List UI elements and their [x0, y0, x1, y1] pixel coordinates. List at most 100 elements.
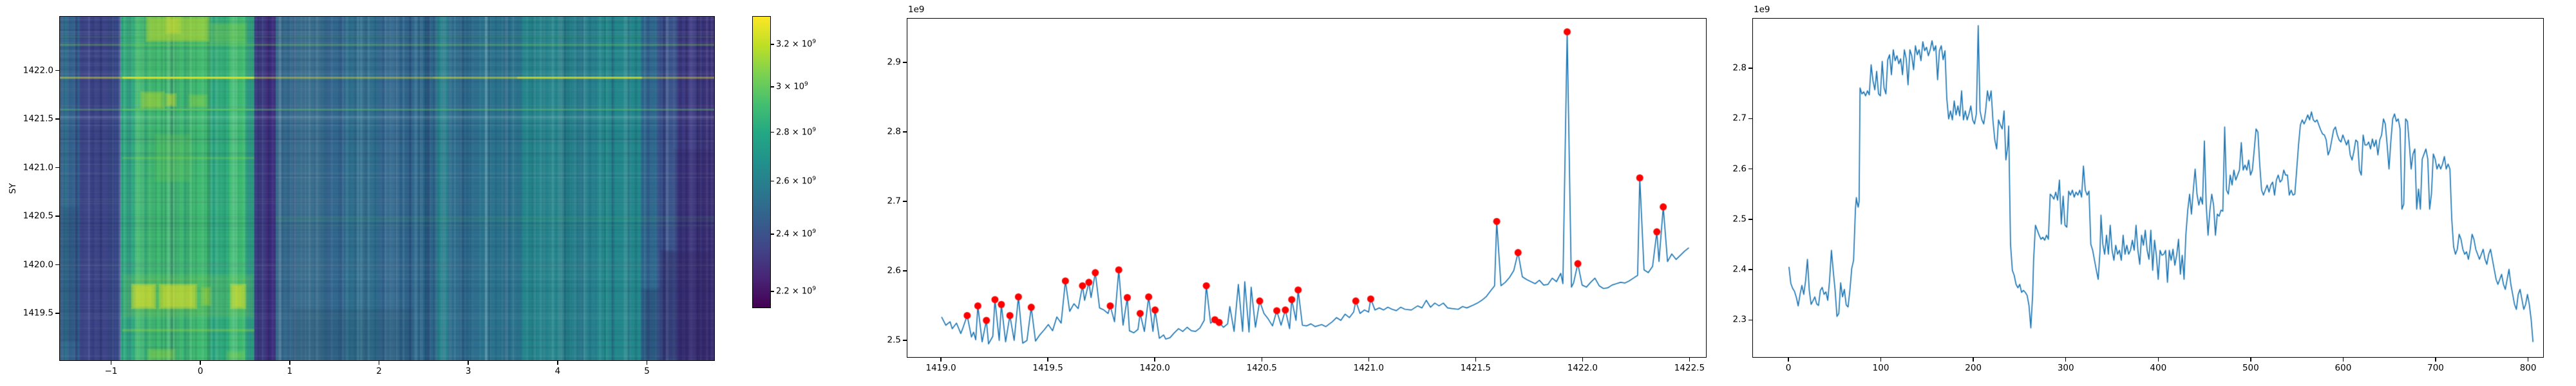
y-tick-label: 2.8	[1732, 62, 1747, 73]
x-tick-label: 1421.0	[1353, 363, 1384, 373]
colorbar-tick-label: 2.2 × 109	[776, 286, 817, 297]
y-tick-mark	[55, 313, 59, 314]
x-tick-label: 1419.0	[925, 363, 956, 373]
y-tick-mark	[903, 340, 907, 341]
y-tick-mark	[1748, 118, 1752, 120]
x-tick-mark	[2527, 358, 2529, 362]
y-tick-mark	[55, 167, 59, 169]
colorbar-gradient	[753, 17, 770, 308]
y-tick-label: 2.7	[1732, 113, 1747, 124]
y-tick-mark	[903, 131, 907, 133]
x-tick-mark	[2250, 358, 2251, 362]
x-tick-mark	[1154, 358, 1155, 362]
colorbar-tick-label: 2.4 × 109	[776, 228, 817, 239]
x-tick-label: 200	[1965, 363, 1982, 373]
y-tick-label: 2.5	[1732, 214, 1747, 225]
colorbar-tick-label: 2.6 × 109	[776, 175, 817, 187]
x-tick-mark	[2157, 358, 2159, 362]
x-tick-mark	[1261, 358, 1262, 362]
y-tick-label: 2.6	[1732, 163, 1747, 174]
x-tick-label: 1421.5	[1460, 363, 1491, 373]
x-tick-label: 1	[287, 366, 293, 376]
y-tick-label: 1421.5	[23, 113, 53, 124]
x-tick-mark	[289, 361, 290, 365]
drift-canvas	[1753, 19, 2543, 357]
x-tick-mark	[1368, 358, 1370, 362]
y-tick-label: 1422.0	[23, 65, 53, 76]
y-tick-mark	[1748, 168, 1752, 170]
x-tick-label: 1419.5	[1032, 363, 1063, 373]
x-tick-label: 0	[197, 366, 204, 376]
x-tick-label: 800	[2519, 363, 2537, 373]
x-tick-label: 1422.0	[1567, 363, 1598, 373]
heatmap-canvas	[60, 17, 714, 360]
spectrum-plot-area	[907, 18, 1707, 358]
x-tick-mark	[1788, 358, 1789, 362]
heatmap-plot-area	[59, 16, 715, 361]
y-tick-mark	[1748, 68, 1752, 69]
colorbar	[752, 16, 771, 308]
y-tick-mark	[1748, 219, 1752, 220]
y-tick-mark	[55, 264, 59, 266]
x-tick-label: 0	[1785, 363, 1792, 373]
spectrum-canvas	[907, 19, 1706, 357]
y-tick-mark	[1748, 269, 1752, 270]
y-tick-mark	[903, 270, 907, 271]
colorbar-tick-mark	[771, 132, 774, 133]
x-tick-mark	[2065, 358, 2067, 362]
x-tick-mark	[1973, 358, 1974, 362]
x-tick-label: 3	[465, 366, 471, 376]
x-tick-mark	[1047, 358, 1048, 362]
y-tick-label: 2.5	[887, 335, 901, 345]
x-tick-label: 1420.5	[1246, 363, 1277, 373]
x-tick-label: 2	[376, 366, 382, 376]
x-tick-mark	[1689, 358, 1690, 362]
x-tick-mark	[468, 361, 469, 365]
y-tick-label: 2.6	[887, 265, 901, 276]
y-tick-label: 1419.5	[23, 308, 53, 318]
x-tick-label: 500	[2242, 363, 2259, 373]
x-tick-mark	[2342, 358, 2344, 362]
x-tick-mark	[557, 361, 558, 365]
y-tick-mark	[903, 201, 907, 202]
y-tick-label: 2.3	[1732, 314, 1747, 325]
x-tick-mark	[2435, 358, 2436, 362]
y-tick-mark	[903, 62, 907, 63]
x-tick-label: 300	[2057, 363, 2074, 373]
x-tick-mark	[646, 361, 648, 365]
drift-offset-label: 1e9	[1754, 5, 1770, 15]
y-tick-mark	[55, 69, 59, 71]
x-tick-label: −1	[104, 366, 118, 376]
x-tick-mark	[1475, 358, 1477, 362]
y-tick-label: 1420.0	[23, 259, 53, 270]
x-tick-mark	[110, 361, 112, 365]
drift-plot-area	[1752, 18, 2544, 358]
x-tick-label: 1420.0	[1139, 363, 1170, 373]
x-tick-mark	[1880, 358, 1882, 362]
y-tick-label: 1420.5	[23, 210, 53, 221]
colorbar-tick-label: 3.2 × 109	[776, 39, 817, 50]
x-tick-label: 4	[554, 366, 561, 376]
spectrum-offset-label: 1e9	[908, 5, 925, 15]
x-tick-label: 600	[2334, 363, 2352, 373]
x-tick-label: 400	[2150, 363, 2167, 373]
y-tick-label: 2.7	[887, 196, 901, 207]
x-tick-mark	[200, 361, 201, 365]
colorbar-tick-mark	[771, 86, 774, 87]
y-tick-mark	[55, 118, 59, 120]
x-tick-label: 700	[2427, 363, 2444, 373]
x-tick-mark	[940, 358, 942, 362]
x-tick-label: 1422.5	[1674, 363, 1705, 373]
x-tick-label: 100	[1872, 363, 1889, 373]
y-tick-mark	[1748, 319, 1752, 321]
y-tick-label: 2.9	[887, 57, 901, 68]
y-tick-mark	[55, 216, 59, 217]
x-tick-mark	[378, 361, 380, 365]
colorbar-tick-label: 3 × 109	[776, 81, 808, 92]
x-tick-mark	[1582, 358, 1584, 362]
y-tick-label: 1421.0	[23, 162, 53, 173]
x-tick-label: 5	[644, 366, 650, 376]
colorbar-tick-label: 2.8 × 109	[776, 126, 817, 138]
y-tick-label: 2.4	[1732, 264, 1747, 275]
